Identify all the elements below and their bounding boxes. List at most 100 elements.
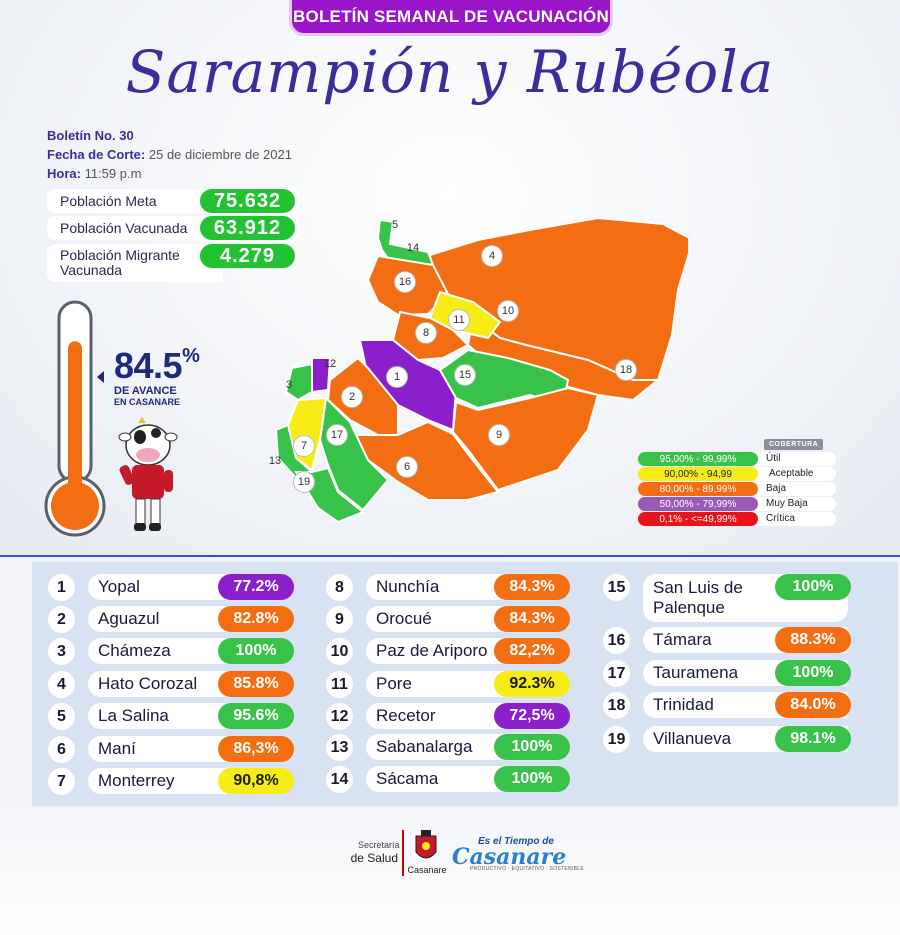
map-label-16: 16 (394, 271, 416, 293)
municipality-coverage: 82.8% (218, 606, 294, 632)
bulletin-number-value: 30 (119, 128, 134, 143)
municipality-row: Támara 16 88.3% (603, 627, 900, 654)
progress-label-1: DE AVANCE (114, 385, 177, 397)
map-label-5: 5 (391, 219, 399, 231)
progress-percentage: 84.5% DE AVANCE EN CASANARE (114, 345, 200, 407)
municipality-number: 5 (48, 703, 75, 730)
municipality-row: San Luis de Palenque 15 100% (603, 574, 900, 622)
footer (0, 808, 900, 935)
vaccinated-population-value: 63.912 (200, 216, 295, 240)
municipality-coverage: 86,3% (218, 736, 294, 762)
municipality-coverage: 100% (775, 660, 851, 686)
migrant-label-line2: Vacunada (60, 262, 123, 278)
legend-label: Baja (766, 483, 787, 494)
municipality-number: 19 (603, 726, 630, 753)
progress-label-2: EN CASANARE (114, 397, 181, 407)
map-label-17: 17 (326, 424, 348, 446)
map-label-6: 6 (396, 456, 418, 478)
map-label-19: 19 (293, 471, 315, 493)
municipality-number: 4 (48, 671, 75, 698)
municipality-row: Yopal 1 77.2% (48, 574, 311, 601)
legend-item: 0,1% - <=49,99% Crítica (638, 512, 836, 526)
cutoff-date-label: Fecha de Corte: (47, 147, 146, 162)
municipality-row: Sabanalarga 13 100% (326, 734, 852, 761)
municipality-number: 14 (326, 766, 353, 793)
municipality-row: Pore 11 92.3% (326, 671, 852, 698)
legend-item: 50,00% - 79,99% Muy Baja (638, 497, 836, 511)
map-label-11: 11 (448, 309, 470, 331)
legend-label: Muy Baja (766, 498, 808, 509)
municipality-coverage: 88.3% (775, 627, 851, 653)
legend-range: 0,1% - <=49,99% (638, 512, 758, 526)
municipality-number: 15 (603, 574, 630, 601)
municipality-number: 17 (603, 660, 630, 687)
map-label-8: 8 (415, 322, 437, 344)
municipality-row: Hato Corozal 4 85.8% (48, 671, 311, 698)
municipality-coverage: 85.8% (218, 671, 294, 697)
footer-logo-top: Es el Tiempo de (478, 836, 554, 847)
bulletin-banner: BOLETÍN SEMANAL DE VACUNACIÓN (292, 0, 610, 33)
footer-divider (402, 830, 404, 876)
page-title: Sarampión y Rubéola (125, 38, 775, 106)
legend-label: Aceptable (769, 468, 814, 479)
municipality-row: Monterrey 7 90,8% (48, 768, 311, 795)
municipality-coverage: 77.2% (218, 574, 294, 600)
target-population-value: 75.632 (200, 189, 295, 213)
municipality-number: 9 (326, 606, 353, 633)
municipality-row: Paz de Ariporo 10 82,2% (326, 638, 852, 665)
municipality-coverage: 95.6% (218, 703, 294, 729)
target-population-card: Población Meta 75.632 (47, 189, 297, 213)
municipality-row: Aguazul 2 82.8% (48, 606, 311, 633)
municipality-number: 10 (326, 638, 353, 665)
municipality-coverage: 92.3% (494, 671, 570, 697)
footer-secretaria: Secretaría (358, 840, 400, 850)
municipality-number: 7 (48, 768, 75, 795)
map-label-1: 1 (386, 366, 408, 388)
municipality-number: 8 (326, 574, 353, 601)
migrant-population-label: Población Migrante Vacunada (60, 248, 180, 278)
municipality-coverage: 82,2% (494, 638, 570, 664)
map-label-14: 14 (406, 242, 420, 254)
footer-logo-sub: PRODUCTIVO · EQUITATIVO · SOSTENIBLE (470, 866, 584, 872)
municipality-coverage: 72,5% (494, 703, 570, 729)
map-label-3: 3 (285, 379, 293, 391)
municipality-row: Orocué 9 84.3% (326, 606, 852, 633)
footer-salud: de Salud (350, 851, 398, 865)
map-label-15: 15 (454, 364, 476, 386)
map-label-12: 12 (323, 358, 337, 370)
progress-arrow-icon (97, 371, 104, 383)
municipality-row: Recetor 12 72,5% (326, 703, 852, 730)
migrant-population-card: Población Migrante Vacunada (47, 244, 223, 282)
municipality-row: Trinidad 18 84.0% (603, 692, 900, 719)
migrant-value-wrap: 4.279 (47, 244, 297, 268)
vaccinated-population-card: Población Vacunada 63.912 (47, 216, 297, 240)
legend-header: COBERTURA (764, 439, 824, 450)
time-value: 11:59 p.m (84, 166, 142, 181)
time-line: Hora: 11:59 p.m (47, 164, 292, 183)
legend-item: 90,00% - 94,99 Aceptable (638, 467, 836, 481)
municipality-number: 11 (326, 671, 353, 698)
municipality-coverage: 84.3% (494, 606, 570, 632)
cow-mascot-icon (118, 417, 178, 531)
map-label-2: 2 (341, 386, 363, 408)
municipality-number: 2 (48, 606, 75, 633)
target-population-label: Población Meta (60, 193, 157, 209)
municipality-coverage: 98.1% (775, 726, 851, 752)
municipality-number: 16 (603, 627, 630, 654)
municipality-number: 18 (603, 692, 630, 719)
municipality-number: 1 (48, 574, 75, 601)
municipality-row: Nunchía 8 84.3% (326, 574, 852, 601)
municipality-coverage: 90,8% (218, 768, 294, 794)
legend-range: 50,00% - 79,99% (638, 497, 758, 511)
bulletin-number-label: Boletín No. (47, 128, 116, 143)
map-label-4: 4 (481, 245, 503, 267)
legend-label: Útil (766, 453, 781, 464)
progress-unit: % (182, 345, 200, 367)
municipality-coverage: 100% (494, 766, 570, 792)
municipality-row: Villanueva 19 98.1% (603, 726, 900, 753)
progress-value: 84.5 (114, 345, 183, 386)
thermometer-icon (44, 300, 106, 537)
legend-item: 80,00% - 89,99% Baja (638, 482, 836, 496)
migrant-label-line1: Población Migrante (60, 247, 180, 263)
municipality-number: 6 (48, 736, 75, 763)
